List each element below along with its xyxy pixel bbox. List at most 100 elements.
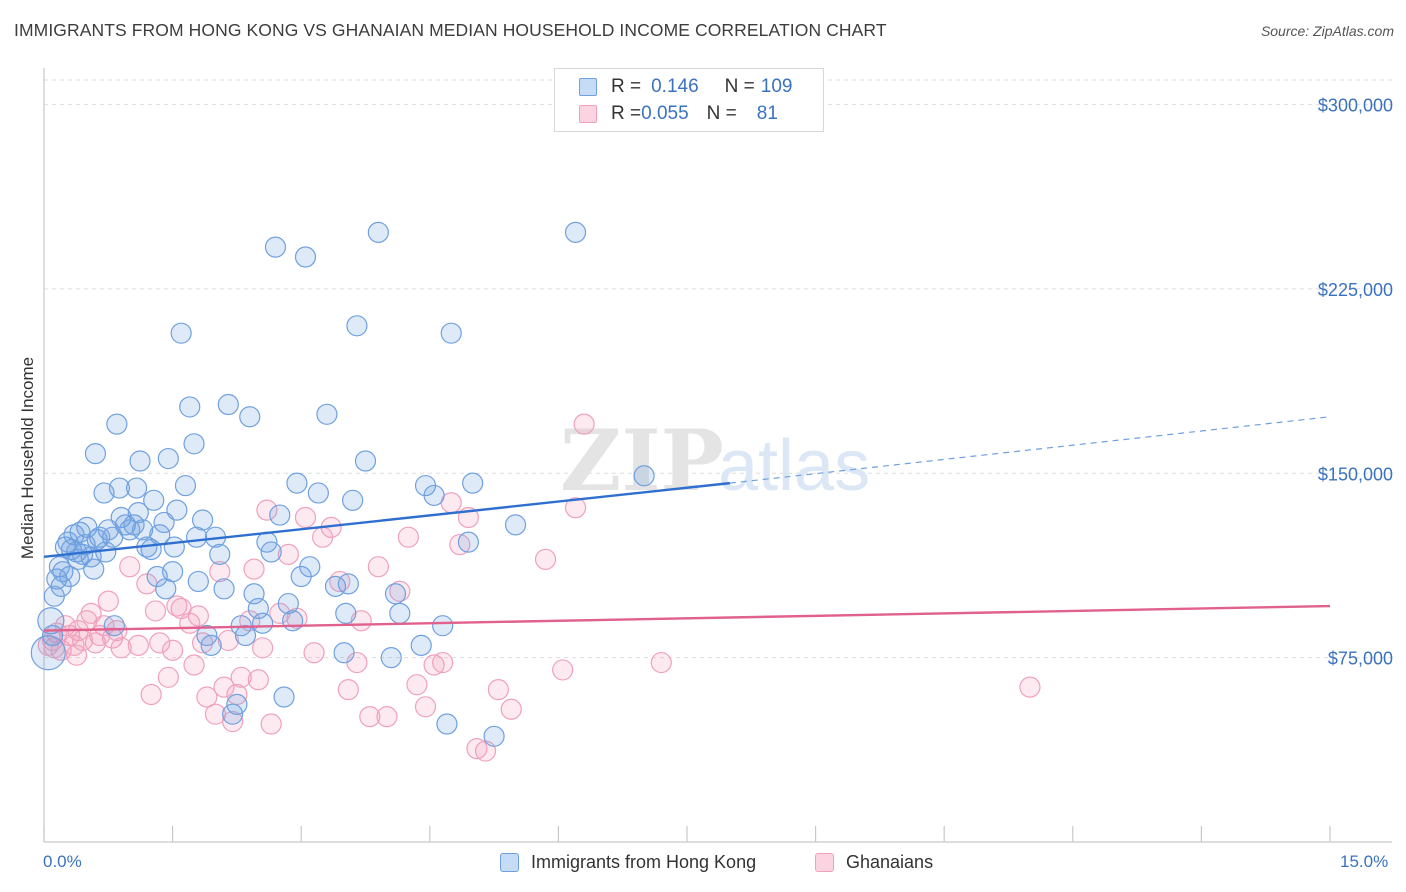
y-tick-label: $75,000 (1328, 649, 1393, 669)
hong-kong-point (252, 612, 274, 634)
ghanaian-point (149, 632, 171, 654)
hong-kong-point (125, 477, 148, 499)
hong-kong-point (226, 693, 248, 715)
trend-line-hong-kong-projection (729, 416, 1331, 484)
ghanaian-point (564, 497, 587, 519)
ghanaian-point (466, 737, 488, 760)
legend-swatch-blue (579, 78, 597, 96)
hong-kong-point (106, 413, 128, 435)
ghanaian-point (432, 651, 454, 674)
ghanaian-point (277, 543, 299, 566)
hong-kong-point (342, 489, 364, 511)
hong-kong-point (157, 447, 179, 470)
legend-n-label: N = (706, 103, 737, 124)
hong-kong-point (41, 624, 64, 647)
ghanaians-points (37, 413, 1041, 762)
hong-kong-point (307, 482, 329, 504)
ghanaian-point (552, 659, 574, 681)
y-tick-label: $300,000 (1318, 96, 1393, 116)
ghanaian-point (144, 600, 167, 622)
ghanaian-point (260, 713, 282, 735)
watermark: ZIP atlas (560, 411, 870, 510)
ghanaian-point (337, 678, 359, 701)
series-swatch-blue (500, 853, 519, 872)
hong-kong-point (384, 583, 407, 605)
hong-kong-point (264, 236, 287, 258)
hong-kong-point (286, 472, 308, 494)
hong-kong-point (239, 406, 261, 428)
ghanaian-point (157, 666, 179, 688)
hong-kong-point (483, 725, 505, 747)
axes (43, 68, 1392, 843)
hong-kong-point (57, 531, 79, 553)
hong-kong-point (103, 615, 125, 637)
hong-kong-point (462, 472, 484, 494)
hong-kong-point (423, 484, 445, 507)
ghanaian-point (187, 605, 209, 627)
hong-kong-point (633, 465, 655, 487)
hong-kong-point (50, 575, 72, 597)
ghanaian-point (217, 629, 239, 652)
x-tick-label-min: 0.0% (43, 852, 82, 871)
hong-kong-point (108, 477, 131, 499)
legend-row-hong-kong: R = 0.146 N = 109 (579, 75, 792, 99)
hong-kong-point (282, 610, 304, 632)
ghanaian-point (140, 683, 162, 706)
ghanaian-point (397, 526, 419, 548)
ghanaian-point (119, 556, 141, 578)
hong-kong-point (333, 642, 355, 664)
ghanaian-point (222, 710, 244, 733)
ghanaian-point (500, 698, 522, 720)
ghanaian-point (573, 413, 595, 435)
hong-kong-point (440, 322, 462, 344)
hong-kong-point (166, 499, 188, 521)
hong-kong-point (174, 474, 197, 497)
series-legend-hong-kong: Immigrants from Hong Kong (500, 852, 756, 873)
hong-kong-point (83, 558, 105, 580)
hong-kong-point (192, 509, 214, 531)
legend-n-value: 81 (756, 103, 778, 124)
hong-kong-point (316, 403, 338, 425)
legend-swatch-pink (579, 105, 597, 123)
ghanaian-point (80, 602, 102, 625)
ghanaian-point (423, 654, 445, 676)
stats-legend: R = 0.146 N = 109 R = 0.055 N = 81 (554, 68, 824, 132)
trend-line-hong-kong (43, 481, 730, 559)
series-label: Immigrants from Hong Kong (531, 852, 757, 872)
hong-kong-point (273, 686, 295, 708)
hong-kong-point (234, 624, 257, 647)
hong-kong-point (269, 504, 291, 526)
legend-r-label: R = (611, 103, 642, 124)
ghanaian-point (110, 637, 132, 659)
ghanaian-point (252, 637, 274, 659)
ghanaian-point (650, 651, 672, 674)
hong-kong-point (163, 536, 185, 558)
legend-r-value: 0.146 (651, 76, 699, 97)
legend-row-ghanaians: R = 0.055 N = 81 (579, 102, 778, 126)
ghanaian-point (487, 678, 509, 701)
series-legend: Immigrants from Hong Kong Ghanaians (0, 852, 1406, 878)
hong-kong-points (30, 221, 655, 747)
hong-kong-point (367, 221, 389, 243)
ghanaian-point (1019, 676, 1041, 698)
hong-kong-point (162, 561, 184, 583)
watermark-atlas: atlas (718, 426, 870, 506)
ghanaian-point (449, 533, 471, 556)
legend-n-value: 109 (760, 76, 793, 97)
hong-kong-point (86, 529, 108, 551)
hong-kong-point (335, 602, 357, 625)
ghanaian-point (183, 654, 205, 676)
trend-line-ghanaians (43, 604, 1331, 632)
hong-kong-point (354, 450, 377, 472)
series-label: Ghanaians (846, 852, 934, 872)
ghanaian-point (209, 561, 231, 583)
hong-kong-point (324, 575, 347, 597)
series-legend-ghanaians: Ghanaians (815, 852, 933, 873)
x-tick-label-max: 15.0% (1340, 852, 1389, 871)
legend-n-label: N = (724, 76, 755, 97)
ghanaian-point (367, 556, 389, 578)
hong-kong-point (209, 543, 231, 566)
ghanaian-point (359, 706, 381, 728)
legend-r-value: 0.055 (641, 103, 689, 124)
